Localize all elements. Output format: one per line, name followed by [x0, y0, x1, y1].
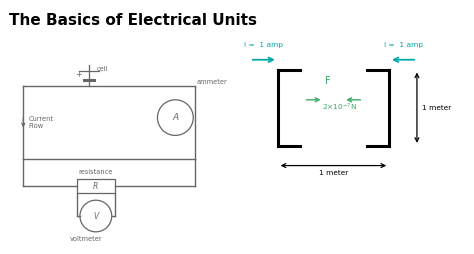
Text: 1 meter: 1 meter [422, 105, 451, 111]
Text: resistance: resistance [79, 169, 113, 176]
Text: cell: cell [97, 66, 109, 72]
Text: Current
Flow: Current Flow [28, 116, 53, 129]
Text: ammeter: ammeter [196, 78, 227, 85]
Text: +: + [76, 70, 82, 79]
Text: i =  1 amp: i = 1 amp [244, 42, 283, 48]
Text: A: A [173, 113, 178, 122]
Bar [77, 179, 115, 193]
Text: F: F [326, 76, 331, 86]
Text: voltmeter: voltmeter [70, 236, 102, 242]
Text: 2×10$^{-7}$N: 2×10$^{-7}$N [321, 102, 356, 113]
Text: 1 meter: 1 meter [319, 169, 348, 176]
Text: R: R [93, 182, 99, 191]
Text: i =  1 amp: i = 1 amp [383, 42, 422, 48]
Text: V: V [93, 212, 99, 220]
Text: The Basics of Electrical Units: The Basics of Electrical Units [9, 13, 257, 28]
